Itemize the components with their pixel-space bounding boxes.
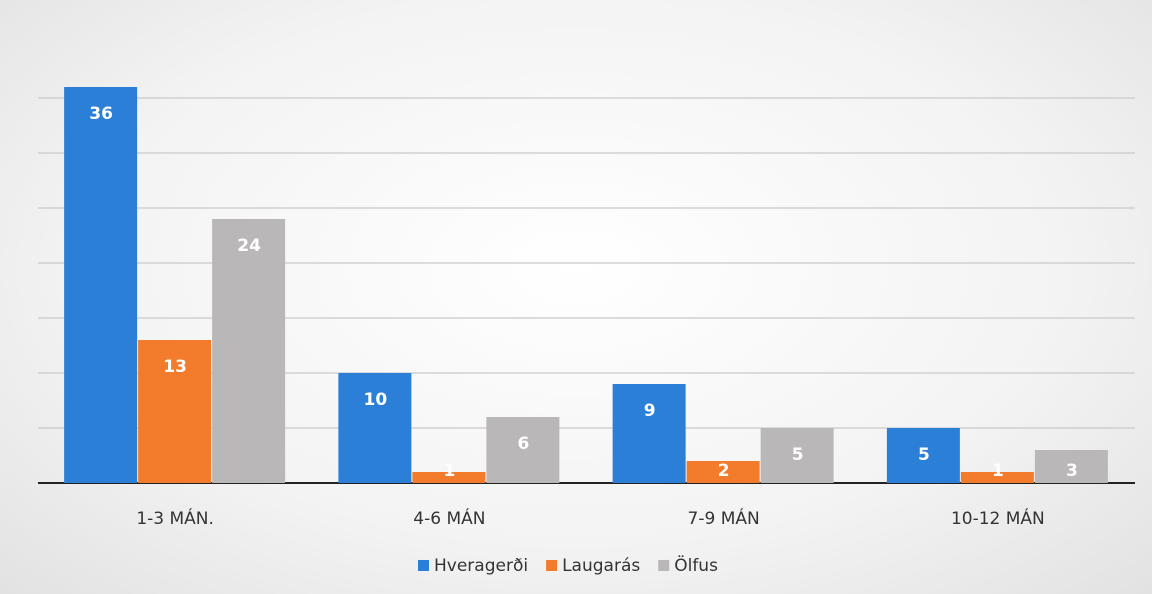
x-tick-label: 10-12 MÁN — [951, 507, 1045, 529]
legend-label: Laugarás — [562, 556, 640, 576]
x-tick-label: 4-6 MÁN — [413, 507, 485, 529]
x-tick-label: 7-9 MÁN — [688, 507, 760, 529]
data-label: 3 — [1066, 461, 1078, 481]
bar — [212, 219, 286, 483]
bar — [612, 384, 686, 483]
legend-swatch — [658, 560, 670, 571]
bar — [960, 472, 1034, 483]
legend-swatch — [546, 560, 558, 571]
data-label: 9 — [644, 401, 656, 421]
bar — [1034, 450, 1108, 483]
data-label: 13 — [163, 357, 187, 377]
data-label: 5 — [918, 445, 930, 465]
legend-swatch — [418, 560, 429, 571]
bar — [486, 417, 560, 483]
bar — [138, 340, 212, 483]
data-label: 10 — [364, 390, 388, 410]
data-label: 36 — [89, 104, 113, 124]
data-label: 6 — [517, 434, 529, 454]
legend-label: Hveragerði — [434, 556, 528, 576]
bar — [64, 87, 138, 483]
data-label: 2 — [718, 461, 730, 481]
bar — [686, 461, 760, 483]
data-label: 1 — [992, 461, 1004, 481]
bar — [886, 428, 960, 483]
bar — [338, 373, 412, 483]
bar — [412, 472, 486, 483]
legend-label: Ölfus — [674, 554, 718, 576]
data-label: 24 — [237, 236, 261, 256]
data-label: 5 — [792, 445, 804, 465]
bar — [760, 428, 834, 483]
x-tick-label: 1-3 MÁN. — [136, 507, 214, 529]
data-label: 1 — [443, 461, 455, 481]
